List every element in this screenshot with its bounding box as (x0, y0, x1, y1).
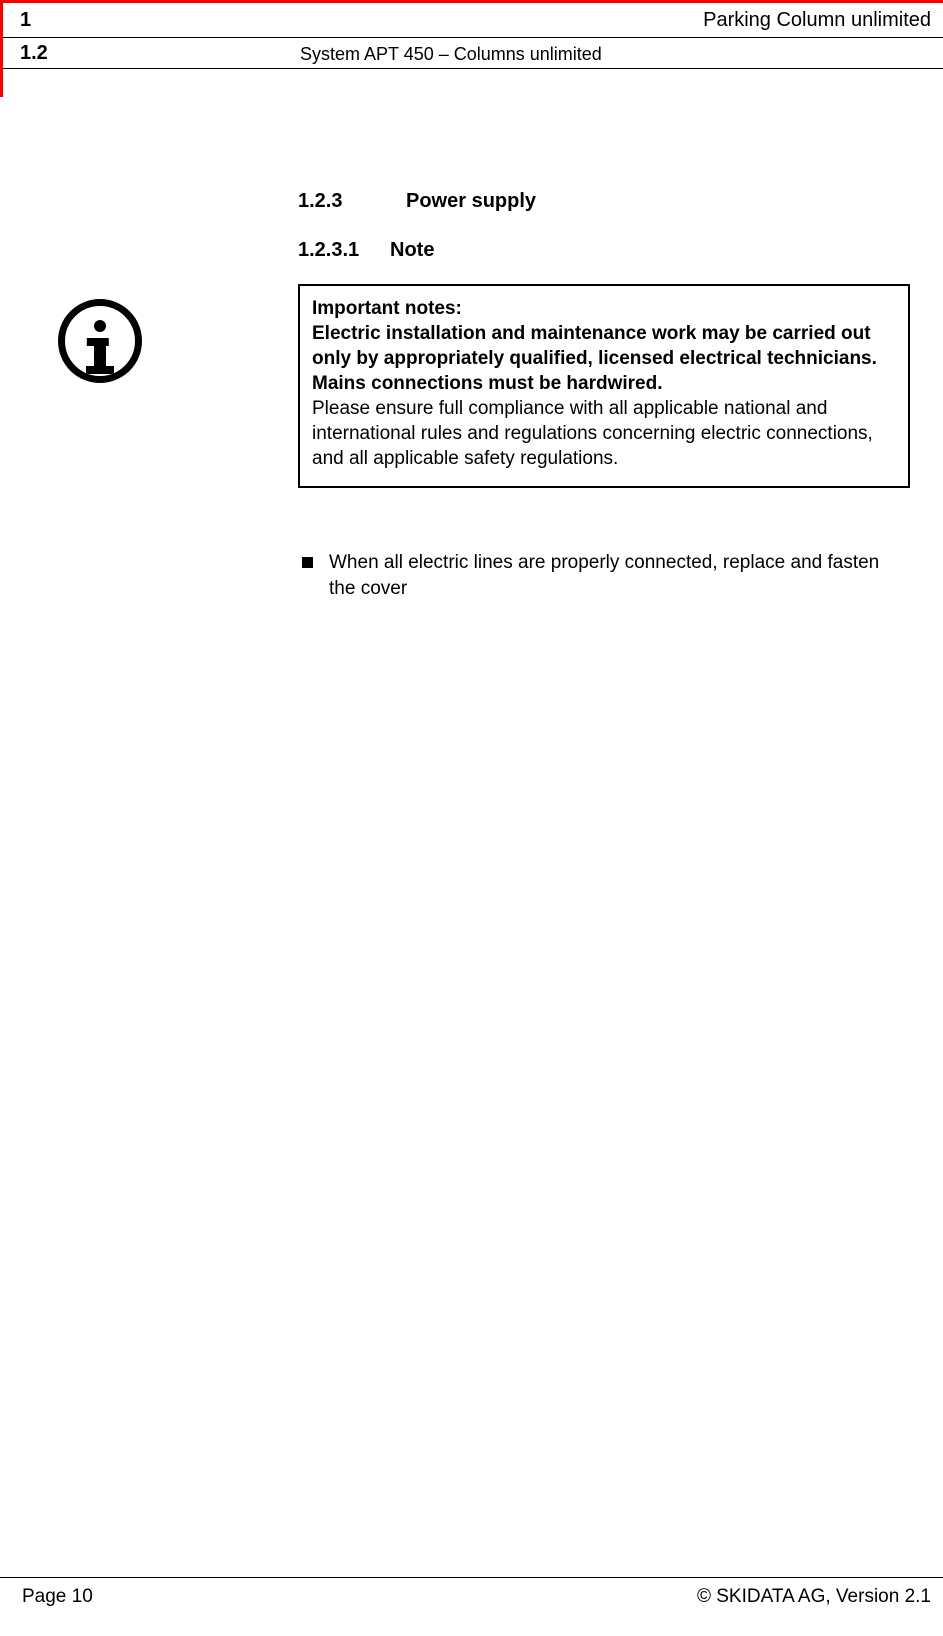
heading3-number: 1.2.3 (298, 190, 406, 213)
copyright: © SKIDATA AG, Version 2.1 (697, 1586, 931, 1608)
note-bold-2: Mains connections must be hardwired. (312, 371, 896, 396)
header-rule-2 (3, 68, 943, 69)
bullet-list: When all electric lines are properly con… (298, 550, 910, 602)
section-title: System APT 450 – Columns unlimited (300, 44, 602, 65)
bullet-text: When all electric lines are properly con… (329, 550, 910, 602)
heading3-title: Power supply (406, 190, 536, 212)
chapter-title: Parking Column unlimited (703, 9, 931, 32)
running-header-section: 1.2 System APT 450 – Columns unlimited (0, 38, 943, 68)
info-icon (58, 299, 142, 383)
heading-level-4: 1.2.3.1Note (298, 239, 910, 262)
list-item: When all electric lines are properly con… (298, 550, 910, 602)
note-body: Please ensure full compliance with all a… (312, 396, 896, 471)
important-note-box: Important notes: Electric installation a… (298, 284, 910, 488)
page-number: Page 10 (22, 1586, 93, 1608)
content-column: 1.2.3Power supply 1.2.3.1Note Important … (298, 190, 910, 602)
heading-level-3: 1.2.3Power supply (298, 190, 910, 213)
heading4-title: Note (390, 239, 434, 261)
square-bullet-icon (302, 557, 313, 568)
page-footer: Page 10 © SKIDATA AG, Version 2.1 (0, 1577, 943, 1608)
footer-rule (0, 1577, 943, 1578)
note-lead: Important notes: (312, 296, 896, 321)
page: 1 Parking Column unlimited 1.2 System AP… (0, 0, 943, 1636)
heading4-number: 1.2.3.1 (298, 239, 390, 262)
chapter-number: 1 (20, 9, 31, 32)
note-bold-1: Electric installation and maintenance wo… (312, 321, 896, 371)
section-number: 1.2 (20, 42, 48, 65)
running-header-chapter: 1 Parking Column unlimited (0, 3, 943, 37)
